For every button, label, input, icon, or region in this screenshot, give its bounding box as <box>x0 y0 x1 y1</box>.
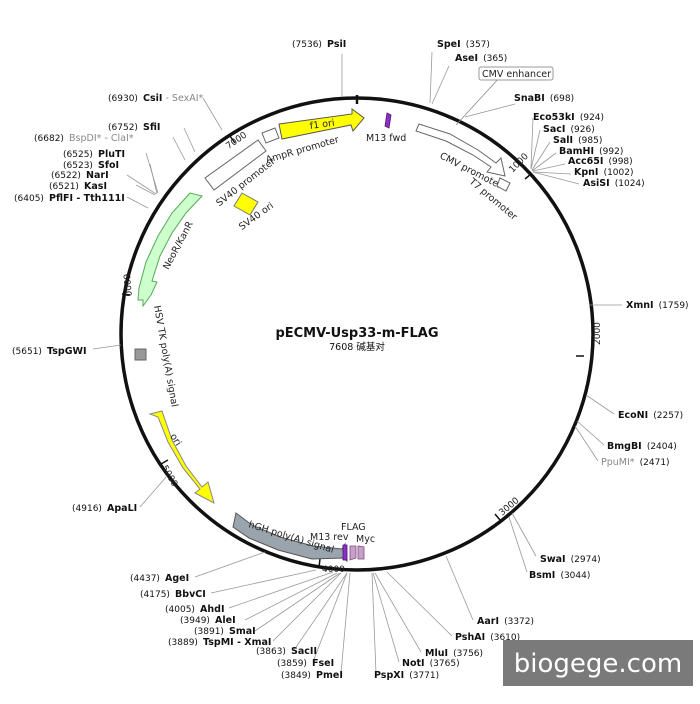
site-pshai: PshAI (3610) <box>455 625 520 644</box>
watermark-text: biogege.com <box>514 649 682 679</box>
site-acc65i: Acc65I (998) <box>568 149 633 168</box>
leader-lines <box>92 51 622 674</box>
watermark-box <box>503 640 693 686</box>
site-fsei: (3859) FseI <box>277 651 334 670</box>
m13-fwd-label: M13 fwd <box>366 133 406 144</box>
t7-promoter-feature <box>496 177 511 192</box>
cmv-enhancer-box <box>478 66 554 81</box>
neor-kanr-feature <box>137 192 203 308</box>
tick-6000 <box>121 293 131 296</box>
site-pmei: (3849) PmeI <box>281 663 343 682</box>
plasmid-name: pECMV-Usp33-m-FLAG <box>275 326 438 341</box>
site-sali: SalI (985) <box>553 128 602 147</box>
site-snabi: SnaBI (698) <box>514 86 574 105</box>
hgh-polya-feature <box>232 512 348 563</box>
site-pflfi-tth111i: (6405) PflFI - Tth111I <box>14 186 125 205</box>
tick-4000 <box>318 558 321 568</box>
cmv-enhancer-leader <box>455 76 501 126</box>
site-kpni: KpnI (1002) <box>574 160 634 179</box>
site-tspgwi: (5651) TspGWI <box>12 339 87 358</box>
myc-label: Myc <box>356 534 375 545</box>
site-noti: NotI (3765) <box>402 651 460 670</box>
tick-label-4000: 4000 <box>322 565 345 575</box>
site-sfoi: (6523) SfoI <box>63 153 119 172</box>
cmv-promoter-feature <box>415 123 506 177</box>
site-asisi: AsiSI (1024) <box>583 171 645 190</box>
site-asei: AseI (365) <box>455 46 507 65</box>
site-bspdi-clai: (6682) BspDI* - ClaI* <box>34 126 134 145</box>
site-eco53ki: Eco53kI (924) <box>533 105 604 124</box>
cmv-enhancer-label: CMV enhancer <box>482 69 551 80</box>
site-bamhi: BamHI (992) <box>559 139 623 158</box>
site-psii: (7536) PsiI <box>292 32 346 51</box>
m13-rev-label: M13 rev <box>310 532 349 543</box>
site-nari: (6522) NarI <box>51 163 109 182</box>
tick-3000 <box>494 513 501 521</box>
site-smai: (3891) SmaI <box>194 619 256 638</box>
site-econi: EcoNI (2257) <box>618 403 683 422</box>
tick-label-6000: 6000 <box>120 273 132 297</box>
site-xmni: XmnI (1759) <box>626 293 689 312</box>
site-spei: SpeI (357) <box>437 32 490 51</box>
flag-tag-feature <box>349 545 357 561</box>
site-mlui: MluI (3756) <box>425 641 483 660</box>
site-bsmi: BsmI (3044) <box>529 563 590 582</box>
site-ppumi: PpuMI* (2471) <box>601 450 670 469</box>
site-aari: AarI (3372) <box>477 609 534 628</box>
site-sfii: (6752) SfiI <box>108 115 160 134</box>
tick-label-5000: 5000 <box>159 464 179 489</box>
tick-5000 <box>160 459 169 465</box>
f1-ori-feature <box>278 108 365 140</box>
ampr-promoter-feature <box>261 127 280 144</box>
site-alei: (3949) AleI <box>180 608 236 627</box>
site-bmgbi: BmgBI (2404) <box>607 434 677 453</box>
hsv-tk-polya-label: HSV TK poly(A) signal <box>151 305 180 408</box>
m13-fwd-feature <box>384 112 392 129</box>
tick-7000 <box>229 135 236 144</box>
tick-1000 <box>524 173 532 180</box>
flag-label: FLAG <box>341 522 366 533</box>
site-tspmi-xmai: (3889) TspMI - XmaI <box>168 630 271 649</box>
sv40-promoter-feature <box>204 139 267 191</box>
f1-ori-label: f1 ori <box>309 118 335 132</box>
myc-tag-feature <box>357 545 365 560</box>
site-kasi: (6521) KasI <box>49 174 107 193</box>
site-pluti: (6525) PluTI <box>63 142 125 161</box>
site-saci: SacI (926) <box>543 117 595 136</box>
m13-rev-feature <box>342 544 348 561</box>
site-bbvci: (4175) BbvCI <box>140 582 206 601</box>
hsv-tk-polya-feature <box>134 348 147 361</box>
site-ahdi: (4005) AhdI <box>165 597 224 616</box>
site-apali: (4916) ApaLI <box>72 496 137 515</box>
tick-label-2000: 2000 <box>593 322 603 345</box>
restriction-sites: (7536) PsiI SpeI (357) AseI (365) SnaBI … <box>12 32 689 682</box>
site-sacii: (3863) SacII <box>256 639 317 658</box>
site-swai: SwaI (2974) <box>540 547 601 566</box>
ori-feature <box>148 410 215 504</box>
site-pspxi: PspXI (3771) <box>374 663 439 682</box>
plasmid-size: 7608 碱基对 <box>329 341 385 353</box>
site-agei: (4437) AgeI <box>130 566 189 585</box>
site-csii: (6930) CsiI - SexAI* <box>108 86 204 105</box>
sv40-ori-feature <box>233 192 259 216</box>
